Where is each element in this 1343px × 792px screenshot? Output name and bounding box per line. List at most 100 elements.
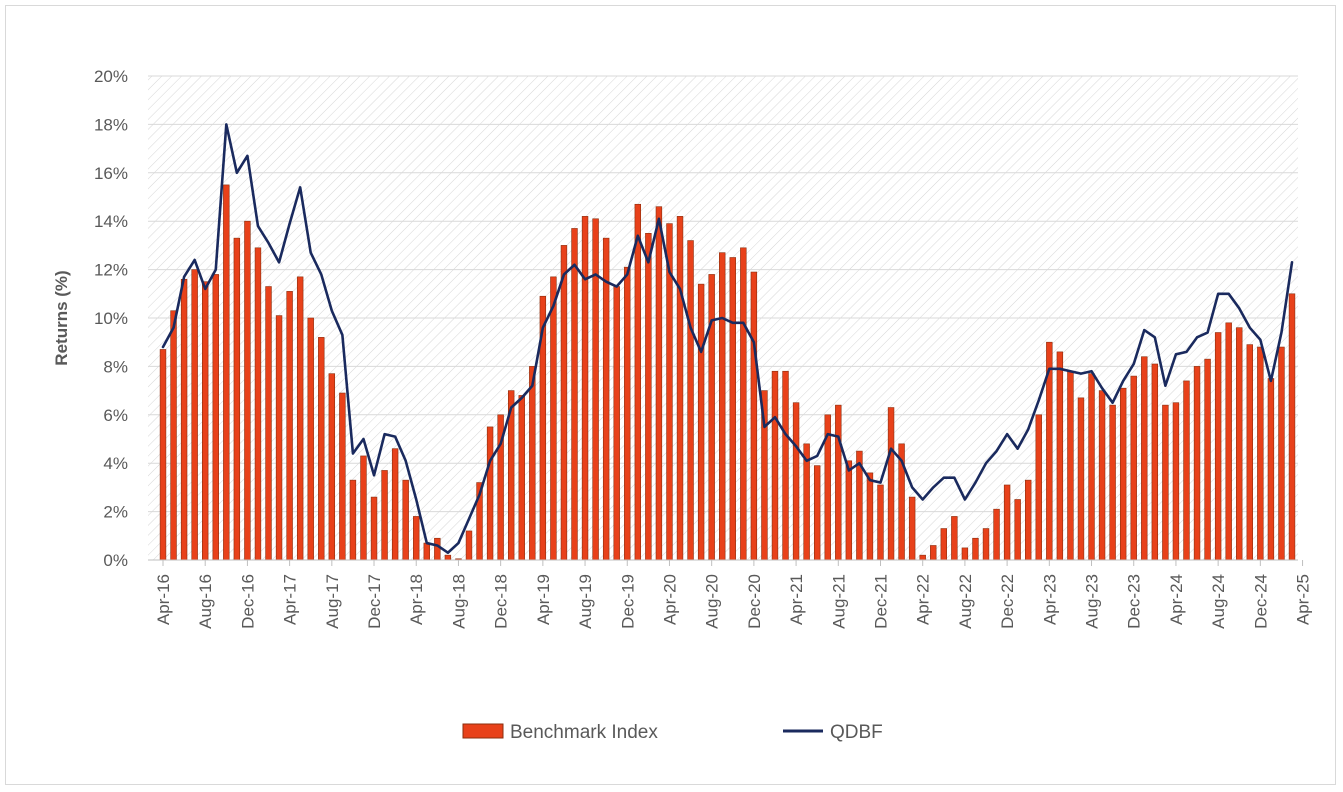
x-tick-label: Aug-23 <box>1083 574 1102 629</box>
bar-benchmark-index <box>307 317 314 561</box>
x-tick-label: Dec-17 <box>365 574 384 629</box>
bar-benchmark-index <box>708 274 715 561</box>
bar-benchmark-index <box>328 373 336 561</box>
bar-benchmark-index <box>982 528 990 561</box>
x-tick-label: Dec-24 <box>1251 574 1270 629</box>
bar-benchmark-index <box>465 530 473 561</box>
line-series-qdbf <box>161 123 1294 555</box>
x-axis-tick-marks <box>162 560 1304 566</box>
bar-benchmark-index <box>729 257 736 561</box>
x-tick-label: Dec-21 <box>872 574 891 629</box>
bar-benchmark-index <box>1067 370 1074 561</box>
bar-benchmark-index <box>1141 356 1148 561</box>
bar-benchmark-index <box>1035 414 1042 561</box>
x-tick-label: Apr-24 <box>1167 574 1186 625</box>
x-tick-label: Aug-20 <box>703 574 722 629</box>
bar-benchmark-index <box>750 271 758 561</box>
bar-benchmark-index <box>1193 366 1201 561</box>
bar-benchmark-index <box>1056 351 1064 561</box>
y-tick-label: 16% <box>94 164 128 183</box>
bar-benchmark-index <box>624 266 631 561</box>
bar-benchmark-index <box>687 240 694 561</box>
bar-benchmark-index <box>877 484 884 561</box>
bar-benchmark-index <box>434 537 441 561</box>
x-tick-label: Apr-19 <box>534 574 553 625</box>
x-axis-tick-labels: Apr-16 Aug-16 Dec-16 Apr-17 Aug-17 Dec-17 Apr-… <box>154 574 1313 629</box>
bar-benchmark-index <box>972 537 979 561</box>
bar-benchmark-index <box>1236 327 1243 561</box>
x-tick-label: Aug-24 <box>1209 574 1228 629</box>
bar-benchmark-index <box>391 448 399 561</box>
bar-benchmark-index <box>402 479 409 561</box>
bar-benchmark-index <box>550 276 557 561</box>
bar-benchmark-index <box>592 218 599 561</box>
bar-benchmark-index <box>1278 346 1285 561</box>
bar-benchmark-index <box>1119 387 1127 561</box>
y-tick-label: 14% <box>94 212 128 231</box>
bar-benchmark-index <box>740 247 747 561</box>
bar-benchmark-index <box>286 291 293 561</box>
y-tick-label: 6% <box>103 406 128 425</box>
bar-benchmark-index <box>1172 402 1180 561</box>
x-tick-label: Dec-22 <box>998 574 1017 629</box>
bar-benchmark-index <box>771 370 779 561</box>
bar-benchmark-index <box>602 237 610 561</box>
bar-benchmark-index <box>529 366 536 561</box>
legend-swatch-benchmark-index <box>462 723 504 739</box>
bar-benchmark-index <box>1130 375 1137 561</box>
bar-benchmark-index <box>1014 499 1021 561</box>
bar-benchmark-index <box>1088 373 1095 561</box>
bar-benchmark-index <box>645 233 652 561</box>
bar-benchmark-index <box>845 460 853 561</box>
bar-benchmark-index <box>202 281 209 561</box>
bar-benchmark-index <box>423 542 430 561</box>
x-tick-label: Apr-18 <box>407 574 426 625</box>
bar-benchmark-index <box>560 245 568 561</box>
bar-benchmark-index <box>993 508 1000 561</box>
bar-benchmark-index <box>275 315 283 561</box>
x-tick-label: Aug-16 <box>196 574 215 629</box>
bar-benchmark-index <box>1162 404 1169 561</box>
bar-benchmark-index <box>792 402 800 561</box>
bar-benchmark-index <box>1025 479 1032 561</box>
bar-benchmark-index <box>1183 380 1190 561</box>
bar-benchmark-index <box>191 269 198 561</box>
bar-benchmark-index <box>676 216 684 561</box>
x-tick-label: Apr-16 <box>154 574 173 625</box>
y-tick-label: 4% <box>103 454 128 473</box>
bar-benchmark-index <box>1288 293 1296 561</box>
bar-benchmark-index <box>813 465 821 561</box>
bar-benchmark-index <box>296 276 304 561</box>
bar-benchmark-index <box>349 479 357 561</box>
y-tick-label: 10% <box>94 309 128 328</box>
x-tick-label: Apr-20 <box>660 574 679 625</box>
x-tick-label: Aug-21 <box>829 574 848 629</box>
bar-benchmark-index <box>908 496 916 561</box>
legend: Benchmark Index QDBF <box>462 722 883 743</box>
bar-benchmark-index <box>919 554 926 561</box>
bar-benchmark-index <box>1151 363 1159 561</box>
x-tick-label: Dec-19 <box>618 574 637 629</box>
bar-benchmark-index <box>719 252 726 561</box>
bar-benchmark-index <box>444 554 452 561</box>
x-tick-label: Apr-25 <box>1294 574 1313 625</box>
legend-label-benchmark-index: Benchmark Index <box>510 722 658 743</box>
y-tick-label: 18% <box>94 115 128 134</box>
x-tick-label: Aug-18 <box>449 574 468 629</box>
bar-benchmark-index <box>244 220 251 561</box>
bar-benchmark-index <box>254 247 262 561</box>
bar-benchmark-index <box>318 337 325 561</box>
bar-benchmark-index <box>961 547 969 561</box>
y-axis-tick-labels: 0% 2% 4% 6% 8% 10% 12% 14% 16% 18% 20% <box>94 67 128 570</box>
bar-benchmark-index <box>1267 378 1275 561</box>
bar-benchmark-index <box>413 516 420 561</box>
bar-benchmark-index <box>212 274 219 561</box>
x-tick-label: Aug-17 <box>323 574 342 629</box>
bar-benchmark-index <box>265 286 272 561</box>
bar-benchmark-index <box>360 455 367 561</box>
bar-benchmark-index <box>782 370 789 561</box>
x-tick-label: Apr-23 <box>1040 574 1059 625</box>
bar-benchmark-index <box>1225 322 1232 561</box>
bar-benchmark-index <box>1204 358 1211 561</box>
bar-benchmark-index <box>1109 404 1116 561</box>
